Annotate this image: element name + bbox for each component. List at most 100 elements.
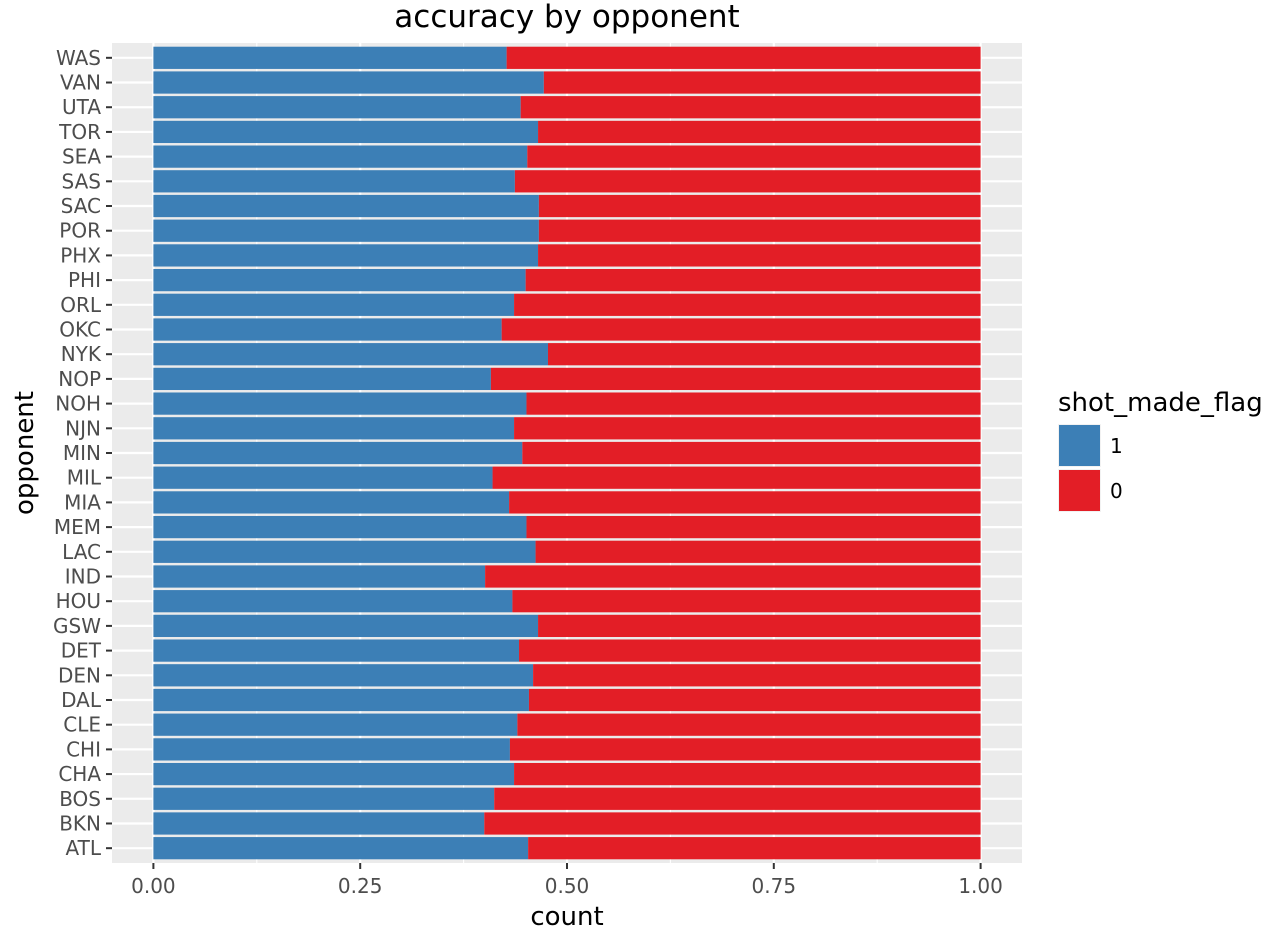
y-tick-label: OKC	[59, 318, 101, 342]
bar-ORL-1	[153, 293, 515, 316]
legend-label-0: 0	[1110, 479, 1123, 503]
y-tick-label: TOR	[58, 120, 101, 144]
y-tick-label: CHA	[58, 762, 101, 786]
bar-PHI-1	[153, 268, 526, 292]
x-tick-label: 0.00	[131, 874, 176, 898]
bar-ORL-0	[514, 293, 981, 316]
bar-SEA-0	[527, 145, 981, 168]
y-tick-label: CHI	[66, 737, 101, 761]
y-tick-label: DAL	[61, 688, 102, 712]
y-tick-label: MIA	[64, 490, 101, 514]
bar-DAL-1	[153, 688, 529, 712]
bar-UTA-0	[520, 96, 981, 119]
bar-WAS-1	[153, 46, 507, 69]
bar-VAN-0	[543, 71, 981, 94]
bar-BOS-0	[494, 787, 981, 810]
bar-SAS-1	[153, 170, 515, 193]
bar-IND-1	[153, 565, 486, 588]
bar-MIN-0	[522, 441, 981, 465]
bar-LAC-1	[153, 540, 536, 563]
bar-TOR-0	[538, 120, 981, 144]
bar-DEN-1	[153, 664, 534, 687]
bar-SEA-1	[153, 145, 528, 168]
bar-ATL-1	[153, 837, 529, 860]
y-tick-label: NJN	[65, 416, 101, 440]
bar-POR-0	[538, 219, 981, 242]
y-tick-label: NOP	[58, 367, 101, 391]
bar-CHA-0	[514, 762, 981, 786]
bar-MEM-0	[526, 515, 981, 539]
bar-LAC-0	[535, 540, 981, 563]
y-tick-label: SEA	[62, 145, 101, 169]
y-tick-label: SAC	[61, 194, 101, 218]
bar-NOH-0	[526, 392, 981, 415]
y-tick-label: UTA	[62, 95, 101, 119]
bar-WAS-0	[506, 46, 981, 69]
bar-MIN-1	[153, 441, 523, 465]
bar-PHX-0	[538, 244, 981, 267]
y-axis-title: opponent	[10, 391, 40, 515]
bar-MEM-1	[153, 515, 527, 539]
y-tick-label: MEM	[54, 515, 101, 539]
x-tick-label: 1.00	[958, 874, 1003, 898]
bar-NOP-0	[490, 367, 981, 391]
bar-CLE-1	[153, 713, 518, 736]
bar-NOH-1	[153, 392, 527, 415]
bar-DET-0	[519, 639, 981, 662]
bar-PHI-0	[525, 268, 981, 292]
y-tick-label: DET	[61, 639, 102, 663]
x-axis: 0.00 0.25 0.50 0.75 1.00	[131, 863, 1003, 898]
legend-title: shot_made_flag	[1058, 388, 1263, 418]
y-tick-label: ORL	[60, 293, 102, 317]
chart-title: accuracy by opponent	[394, 0, 739, 35]
bar-IND-0	[485, 565, 981, 588]
x-tick-label: 0.75	[752, 874, 797, 898]
bar-POR-1	[153, 219, 539, 242]
y-tick-label: CLE	[63, 713, 101, 737]
legend-keys: 10	[1058, 424, 1123, 512]
bar-HOU-1	[153, 590, 513, 613]
bar-VAN-1	[153, 71, 544, 94]
x-tick-label: 0.25	[338, 874, 383, 898]
bar-DEN-0	[533, 664, 981, 687]
bar-NYK-0	[547, 343, 981, 366]
bar-ATL-0	[528, 837, 981, 860]
bar-PHX-1	[153, 244, 539, 267]
bar-DET-1	[153, 639, 520, 662]
legend-swatch-0	[1059, 470, 1100, 511]
bar-GSW-1	[153, 614, 539, 638]
bar-NYK-1	[153, 343, 548, 366]
bar-OKC-1	[153, 318, 502, 341]
bar-MIA-0	[509, 491, 981, 514]
y-tick-label: HOU	[56, 589, 101, 613]
y-tick-label: BOS	[59, 787, 101, 811]
bar-MIL-0	[492, 466, 981, 489]
y-tick-label: DEN	[58, 663, 101, 687]
y-tick-label: IND	[65, 564, 101, 588]
bar-MIL-1	[153, 466, 493, 489]
bar-OKC-0	[501, 318, 981, 341]
y-tick-label: MIN	[63, 441, 101, 465]
legend-swatch-1	[1059, 425, 1100, 466]
bar-CHA-1	[153, 762, 515, 786]
y-tick-label: WAS	[56, 46, 101, 70]
bar-BKN-1	[153, 812, 485, 835]
y-tick-label: VAN	[60, 71, 101, 95]
y-tick-label: BKN	[59, 811, 101, 835]
y-tick-label: NYK	[61, 342, 102, 366]
y-tick-label: PHI	[68, 268, 101, 292]
legend-label-1: 1	[1110, 434, 1123, 458]
bar-SAC-1	[153, 194, 539, 218]
bar-HOU-0	[512, 590, 981, 613]
bar-TOR-1	[153, 120, 539, 144]
x-axis-title: count	[530, 902, 603, 932]
bar-UTA-1	[153, 96, 521, 119]
bar-GSW-0	[538, 614, 981, 638]
y-tick-label: POR	[59, 219, 101, 243]
bar-NJN-1	[153, 417, 515, 440]
x-tick-label: 0.50	[545, 874, 590, 898]
bar-SAS-0	[514, 170, 981, 193]
y-tick-label: ATL	[66, 836, 102, 860]
y-axis: WASVANUTATORSEASASSACPORPHXPHIORLOKCNYKN…	[53, 46, 112, 860]
